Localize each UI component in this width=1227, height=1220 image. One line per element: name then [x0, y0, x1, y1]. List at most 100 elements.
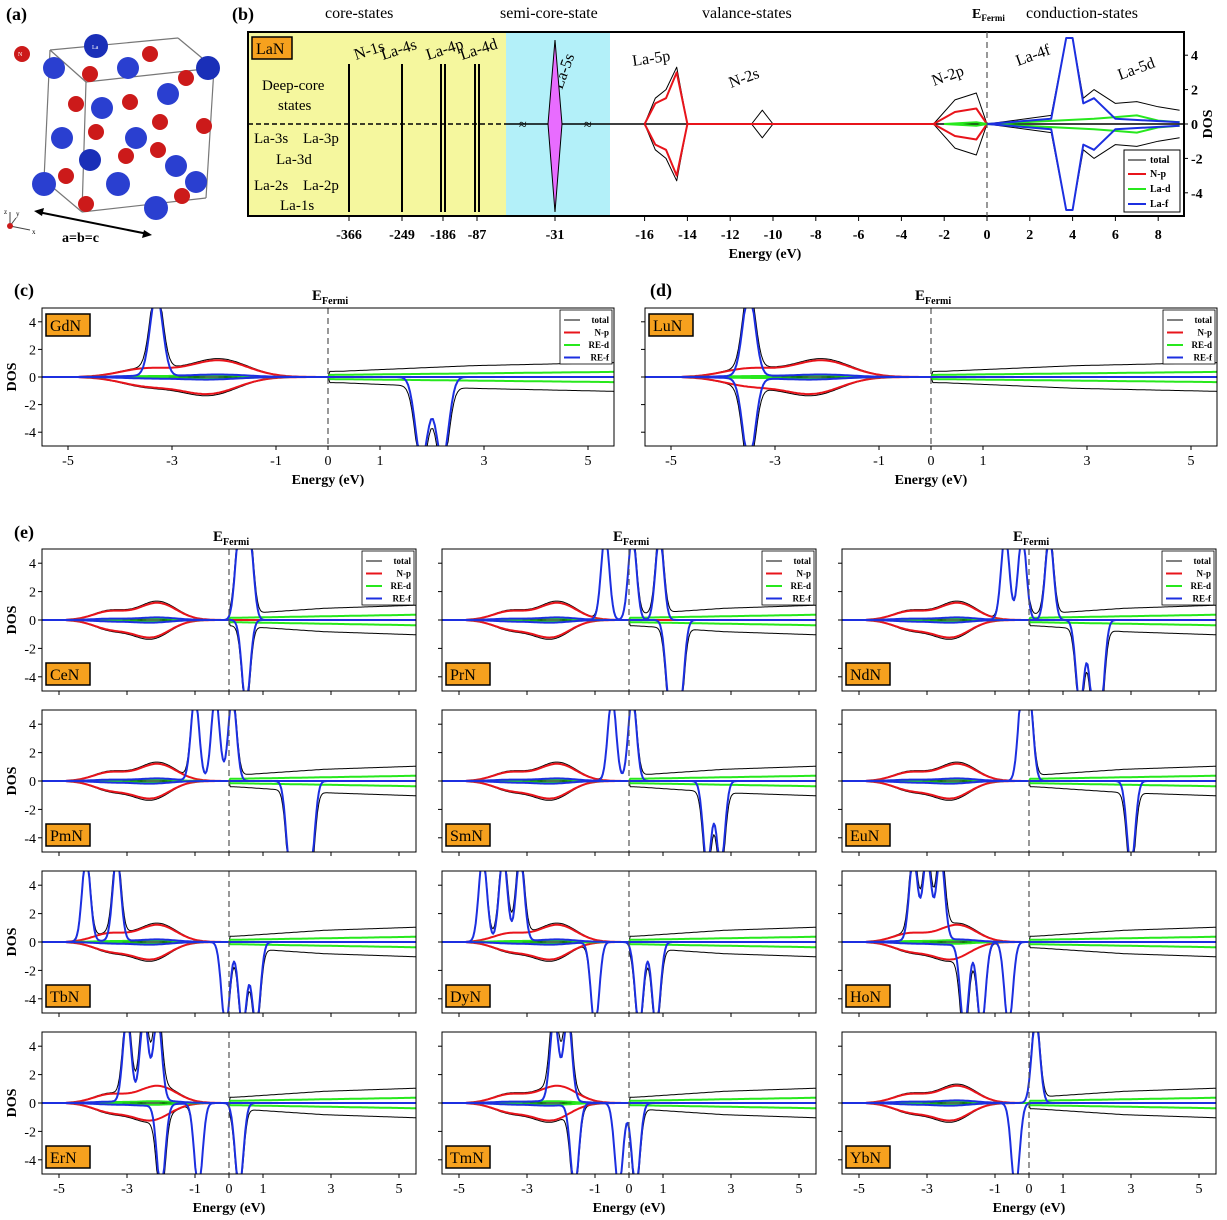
- lun-curves: [645, 308, 1217, 446]
- gdn-curves: [42, 308, 614, 446]
- ern-ytick-label: -4: [24, 1154, 36, 1169]
- gdn-ylabel: DOS: [5, 362, 20, 391]
- gdn-ytick-label: 0: [29, 371, 36, 386]
- panel-pmn: 4 2 0 -2 -4 DOS PmN: [5, 709, 417, 856]
- legend-label-n-p: N-p: [594, 328, 609, 338]
- tmn-compound-label: TmN: [450, 1150, 484, 1167]
- deep-core-la3s: La-3s: [254, 131, 288, 147]
- lattice-arrow: [37, 211, 149, 235]
- tmn-xtick-label: 3: [728, 1182, 735, 1197]
- ndn-fermi-label: EFermi: [1013, 529, 1049, 548]
- lun-xtick-label: 5: [1188, 454, 1195, 469]
- tbn-compound-label: TbN: [50, 989, 80, 1006]
- ern-ylabel: DOS: [5, 1088, 20, 1117]
- lun-fermi-label: EFermi: [915, 288, 951, 307]
- panel-tmn: -5 -3 -1 0 1 3 5 Energy (eV) TmN: [438, 1031, 817, 1216]
- tick-186: -186: [430, 228, 456, 243]
- panel-b-ytick-label: 2: [1191, 84, 1198, 99]
- tmn-xtick-label: -5: [453, 1182, 465, 1197]
- panel-tbn: 4 2 0 -2 -4 DOS TbN: [5, 870, 417, 1017]
- pmn-ytick-label: -2: [24, 803, 36, 818]
- panel-b-xtick-label: 2: [1026, 228, 1033, 243]
- ybn-compound-label: YbN: [850, 1150, 882, 1167]
- legend-label-n-p: N-p: [396, 569, 411, 579]
- lun-xtick-label: -3: [769, 454, 781, 469]
- gdn-fermi-label: EFermi: [312, 288, 348, 307]
- panel-b-xtick-label: 8: [1155, 228, 1162, 243]
- deep-core-la3p: La-3p: [303, 131, 339, 147]
- pmn-ytick-label: -4: [24, 832, 36, 847]
- tbn-badge: [45, 984, 91, 1008]
- pmn-ytick-label: 4: [29, 718, 36, 733]
- panel-ndn: EFermi NdN total N-p RE-d RE-f: [838, 529, 1217, 695]
- cen-ylabel: DOS: [5, 605, 20, 634]
- prn-badge: [445, 662, 491, 686]
- legend-label-n-p: N-p: [1197, 328, 1212, 338]
- ern-xtick-label: -1: [189, 1182, 201, 1197]
- panel-b-xticks: -16 -14 -12 -10 -8 -6 -4 -2 0 2 4 6 8: [635, 216, 1162, 243]
- legend-lad: La-d: [1150, 184, 1171, 195]
- cen-fermi-label: EFermi: [213, 529, 249, 548]
- lun-xlabel: Energy (eV): [895, 473, 968, 488]
- tmn-xtick-label: -3: [521, 1182, 533, 1197]
- header-fermi: EFermi: [972, 7, 1005, 23]
- ybn-xtick-label: -3: [921, 1182, 933, 1197]
- ndn-badge: [845, 662, 891, 686]
- tmn-xtick-label: 0: [626, 1182, 633, 1197]
- lun-compound-label: LuN: [653, 318, 683, 335]
- prn-compound-label: PrN: [450, 667, 476, 684]
- tbn-ytick-label: 0: [29, 936, 36, 951]
- ern-xlabel: Energy (eV): [193, 1201, 266, 1216]
- gdn-badge: [45, 313, 91, 337]
- axis-z-label: z: [4, 208, 7, 216]
- gdn-xtick-label: 3: [481, 454, 488, 469]
- lan-la-d-up-curve: [944, 114, 1180, 125]
- axes-triad: z x y: [4, 208, 36, 236]
- ndn-legend: [1161, 550, 1215, 606]
- gdn-legend: [559, 309, 613, 365]
- panel-prn: EFermi PrN total N-p RE-d RE-f: [438, 529, 817, 695]
- panel-c-label: (c): [14, 280, 34, 301]
- hon-badge: [845, 984, 891, 1008]
- axis-break-1: ≈: [519, 118, 527, 133]
- dyn-compound-label: DyN: [450, 989, 482, 1006]
- panel-b-break-ticks: -366 -249 -186 -87 -31: [336, 216, 564, 243]
- legend-total: total: [1150, 155, 1170, 166]
- ern-xtick-label: -3: [121, 1182, 133, 1197]
- lun-xtick-label: -1: [873, 454, 885, 469]
- legend-label-re-f: RE-f: [793, 594, 812, 604]
- axis-y-label: y: [16, 210, 20, 218]
- cen-ytick-label: 4: [29, 557, 36, 572]
- cen-ytick-label: -4: [24, 671, 36, 686]
- tmn-xlabel: Energy (eV): [593, 1201, 666, 1216]
- tick-31: -31: [546, 228, 565, 243]
- pmn-ytick-label: 0: [29, 775, 36, 790]
- gdn-xlabel: Energy (eV): [292, 473, 365, 488]
- panel-b-label: (b): [232, 4, 254, 25]
- ern-ytick-label: 4: [29, 1040, 36, 1055]
- lun-xtick-label: 1: [980, 454, 987, 469]
- atom-label-la: La: [92, 45, 99, 51]
- legend-label-total: total: [1194, 556, 1212, 566]
- ern-ytick-label: 2: [29, 1069, 36, 1084]
- crystal-structure: La N: [14, 34, 220, 220]
- lun-xtick-label: 0: [928, 454, 935, 469]
- peak-label-la5d: La-5d: [1116, 55, 1158, 84]
- peak-la5s: [547, 39, 563, 213]
- legend-label-re-f: RE-f: [591, 353, 610, 363]
- panel-b-xlabel: Energy (eV): [729, 247, 802, 262]
- tick-87: -87: [468, 228, 487, 243]
- ern-ytick-label: 0: [29, 1097, 36, 1112]
- ybn-xtick-label: 3: [1128, 1182, 1135, 1197]
- gdn-xtick-label: -3: [166, 454, 178, 469]
- panel-b-xtick-label: -10: [764, 228, 783, 243]
- panel-smn: SmN: [438, 709, 817, 856]
- legend-label-total: total: [592, 315, 610, 325]
- lan-la-f-up-curve: [986, 37, 1180, 125]
- cen-legend: [361, 550, 415, 606]
- pmn-badge: [45, 823, 91, 847]
- lan-total-dn-curve: [644, 123, 1180, 211]
- ybn-xtick-label: -5: [853, 1182, 865, 1197]
- header-core-states: core-states: [325, 5, 393, 22]
